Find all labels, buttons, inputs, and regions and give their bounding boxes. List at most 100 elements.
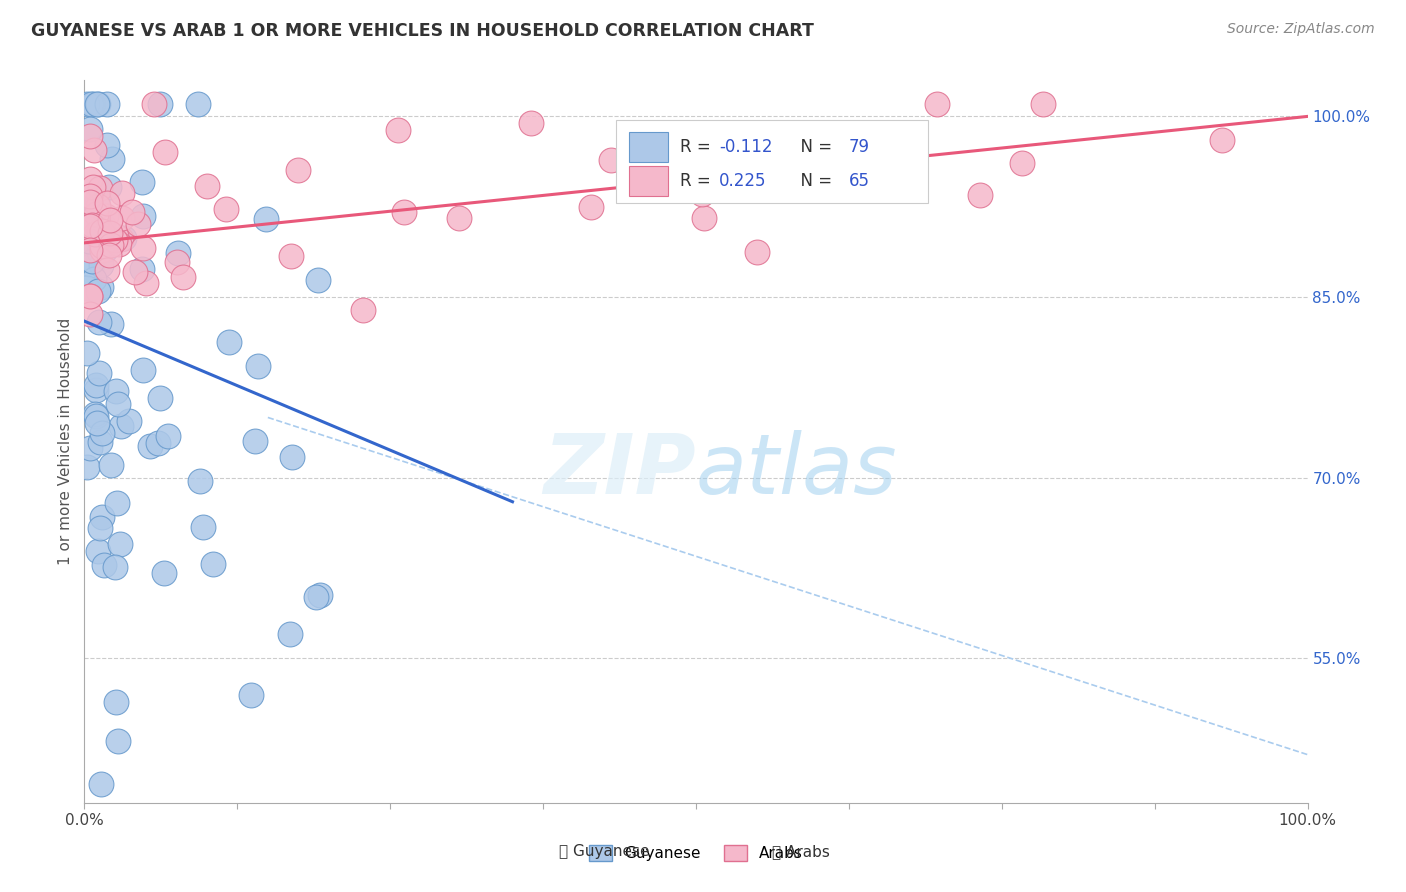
Text: R =: R = [681, 137, 716, 156]
Point [304, 590, 326, 604]
Point [146, 436, 169, 450]
Point [254, 212, 277, 227]
Point [246, 359, 269, 373]
Point [96, 210, 118, 224]
Point [79, 122, 101, 136]
Point [87, 544, 110, 558]
Text: N =: N = [790, 137, 838, 156]
Point [149, 391, 172, 405]
Text: ⬜ Arabs: ⬜ Arabs [772, 845, 831, 859]
Point [82, 97, 104, 112]
Point [927, 97, 949, 112]
Point [77, 235, 100, 249]
Point [135, 276, 157, 290]
Point [309, 588, 332, 602]
Point [80, 258, 103, 272]
Point [353, 302, 375, 317]
Point [107, 734, 129, 748]
Point [127, 218, 149, 232]
Point [100, 238, 122, 252]
Point [83, 272, 105, 286]
Point [94, 243, 117, 257]
Point [766, 138, 789, 153]
Point [449, 211, 471, 225]
Point [79, 195, 101, 210]
Point [215, 202, 238, 217]
Point [83, 143, 105, 157]
Point [91, 426, 114, 441]
Point [91, 509, 114, 524]
Point [392, 205, 415, 219]
Text: 79: 79 [849, 137, 870, 156]
Text: ⬜ Guyanese: ⬜ Guyanese [560, 845, 650, 859]
Point [87, 97, 110, 112]
Point [118, 414, 141, 428]
Point [111, 186, 134, 201]
Text: N =: N = [790, 172, 838, 190]
Point [883, 157, 905, 171]
Point [143, 97, 166, 112]
Point [84, 407, 107, 421]
Point [79, 189, 101, 203]
Point [243, 434, 266, 448]
Point [287, 162, 309, 177]
Point [157, 429, 180, 443]
Point [172, 270, 194, 285]
Point [79, 289, 101, 303]
Point [87, 315, 110, 329]
Point [152, 566, 174, 581]
Point [84, 409, 107, 424]
Point [107, 496, 129, 510]
Point [166, 255, 188, 269]
Point [82, 253, 104, 268]
Text: R =: R = [681, 172, 716, 190]
Text: Source: ZipAtlas.com: Source: ZipAtlas.com [1227, 22, 1375, 37]
Point [240, 688, 263, 702]
Point [1011, 156, 1033, 170]
Point [131, 261, 153, 276]
Point [91, 218, 114, 232]
Point [124, 265, 146, 279]
Point [82, 179, 104, 194]
FancyBboxPatch shape [616, 120, 928, 203]
Point [600, 153, 623, 168]
Point [153, 145, 176, 160]
Point [76, 460, 98, 475]
Point [86, 97, 108, 112]
Point [96, 262, 118, 277]
Point [132, 209, 155, 223]
Point [110, 232, 132, 246]
Point [131, 175, 153, 189]
Point [188, 475, 211, 489]
Point [90, 224, 112, 238]
Point [280, 249, 302, 263]
FancyBboxPatch shape [628, 132, 668, 162]
Text: 0.225: 0.225 [720, 172, 766, 190]
Point [90, 279, 112, 293]
Point [79, 128, 101, 143]
Point [86, 416, 108, 430]
Point [193, 520, 215, 534]
Point [89, 366, 111, 380]
Point [90, 259, 112, 273]
Point [79, 219, 101, 233]
Point [91, 238, 114, 252]
Point [108, 237, 131, 252]
Point [76, 220, 98, 235]
Point [79, 172, 101, 186]
Point [278, 626, 301, 640]
Point [93, 558, 115, 572]
Point [100, 458, 122, 472]
Point [76, 209, 98, 223]
Point [110, 418, 132, 433]
Point [89, 181, 111, 195]
Point [79, 289, 101, 303]
Point [149, 97, 172, 112]
Point [76, 345, 98, 359]
Point [79, 307, 101, 321]
Legend: Guyanese, Arabs: Guyanese, Arabs [583, 839, 808, 867]
Point [620, 137, 643, 152]
Point [87, 199, 110, 213]
Point [79, 442, 101, 456]
Point [307, 273, 329, 287]
